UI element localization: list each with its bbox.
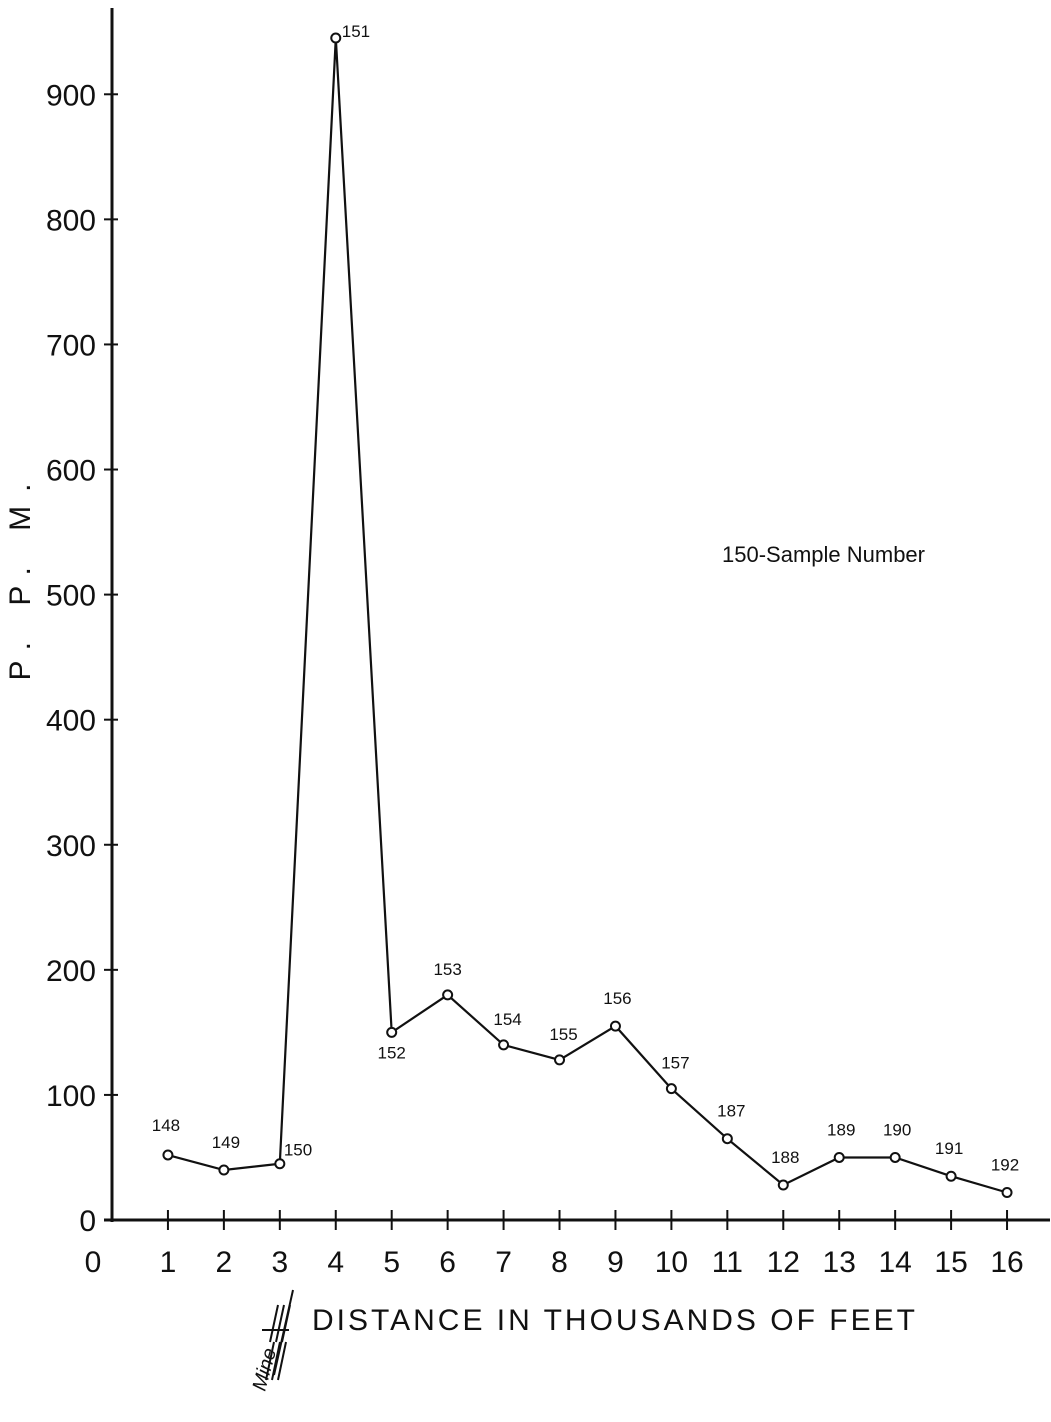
x-tick-label: 16: [990, 1246, 1023, 1279]
x-tick-label: 15: [934, 1246, 967, 1279]
point-sample-label: 152: [378, 1043, 406, 1062]
point-sample-label: 150: [284, 1141, 312, 1160]
x-tick-label: 4: [327, 1246, 344, 1279]
series-line: [167, 37, 1008, 1194]
y-tick-label: 100: [46, 1080, 96, 1113]
point-sample-label: 153: [433, 960, 461, 979]
point-sample-label: 188: [771, 1148, 799, 1167]
point-sample-label: 148: [152, 1116, 180, 1135]
x-tick-label: 1: [160, 1246, 177, 1279]
data-point: [665, 1083, 677, 1095]
x-tick-label: 2: [216, 1246, 233, 1279]
x-tick-label: 13: [823, 1246, 856, 1279]
point-sample-label: 157: [661, 1054, 689, 1073]
y-tick-label: 400: [46, 705, 96, 738]
data-point: [442, 989, 454, 1001]
y-axis-title: P. P. M.: [4, 470, 37, 681]
data-point: [777, 1179, 789, 1191]
point-sample-label: 189: [827, 1120, 855, 1139]
y-tick-label: 300: [46, 830, 96, 863]
data-point: [274, 1158, 286, 1170]
sample-number-note: 150-Sample Number: [722, 542, 925, 567]
point-sample-label: 187: [717, 1102, 745, 1121]
point-sample-label: 191: [935, 1139, 963, 1158]
data-point: [330, 32, 342, 44]
y-tick-label: 800: [46, 204, 96, 237]
data-point: [721, 1133, 733, 1145]
x-tick-label: 0: [85, 1246, 102, 1279]
x-tick-label: 10: [655, 1246, 688, 1279]
data-point: [945, 1170, 957, 1182]
axes: [104, 8, 1050, 1230]
x-tick-label: 8: [551, 1246, 568, 1279]
x-tick-label: 6: [439, 1246, 456, 1279]
x-tick-label: 12: [767, 1246, 800, 1279]
x-tick-label: 7: [495, 1246, 512, 1279]
x-tick-label: 9: [607, 1246, 624, 1279]
x-tick-label: 14: [878, 1246, 911, 1279]
x-tick-label: 11: [712, 1246, 743, 1279]
y-tick-label: 600: [46, 455, 96, 488]
x-tick-label: 3: [271, 1246, 288, 1279]
y-tick-label: 500: [46, 580, 96, 613]
point-sample-label: 151: [342, 22, 370, 41]
y-tick-label: 200: [46, 955, 96, 988]
data-point: [498, 1039, 510, 1051]
y-tick-label: 700: [46, 329, 96, 362]
series-group: [162, 32, 1013, 1198]
data-point: [218, 1164, 230, 1176]
point-sample-label: 154: [493, 1010, 521, 1029]
x-axis-title: DISTANCE IN THOUSANDS OF FEET: [312, 1304, 918, 1337]
mine-hatch-icon: [262, 1289, 294, 1381]
data-point: [1001, 1186, 1013, 1198]
data-point: [386, 1026, 398, 1038]
point-sample-label: 192: [991, 1155, 1019, 1174]
data-point: [162, 1149, 174, 1161]
y-tick-label: 0: [79, 1205, 96, 1238]
y-tick-label: 900: [46, 79, 96, 112]
data-point: [554, 1054, 566, 1066]
point-sample-label: 190: [883, 1120, 911, 1139]
data-point: [833, 1151, 845, 1163]
mine-marker: Mine: [249, 1289, 294, 1393]
point-sample-label: 149: [212, 1133, 240, 1152]
x-tick-label: 5: [383, 1246, 400, 1279]
point-sample-label: 156: [603, 989, 631, 1008]
data-point: [609, 1020, 621, 1032]
point-sample-label: 155: [549, 1025, 577, 1044]
data-point: [889, 1151, 901, 1163]
